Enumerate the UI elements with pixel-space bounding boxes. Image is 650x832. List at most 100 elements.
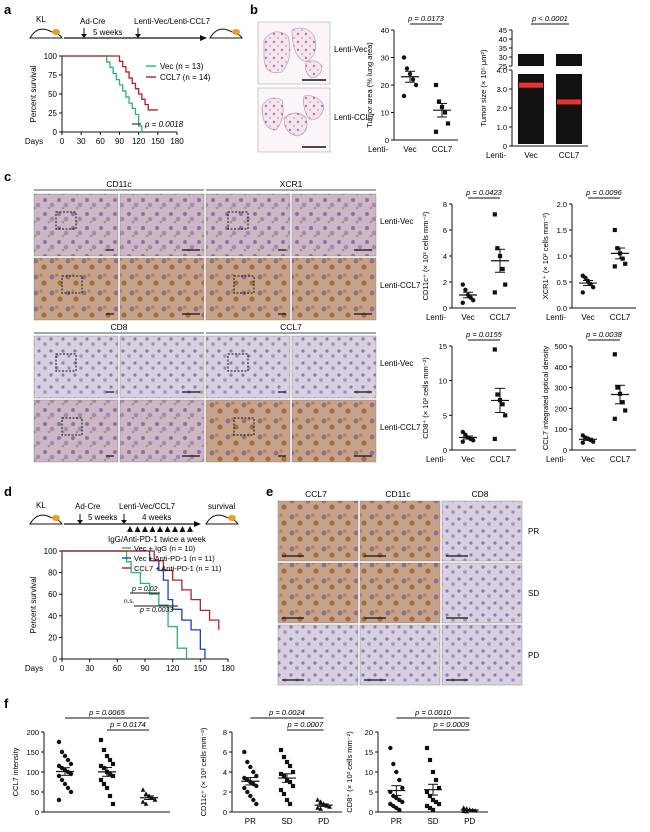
y-tick-label: 0.0 (557, 304, 567, 313)
panel-c-charts: 0 2 4 6 8 Vec CCL7 Lenti- CD11c⁺ (× 10³ cells mm… (421, 188, 636, 464)
column-header: CD8 (110, 322, 127, 332)
x-axis-label: Days (25, 664, 43, 673)
panel-d-schema: KL Ad-Cre 5 weeks Lenti-Vec/CCL7 4 weeks… (29, 501, 239, 544)
panel-a-schema: KL Ad-Cre 5 weeks Lenti-Vec/Lenti-CCL7 (29, 15, 243, 41)
x-tick-label: Vec (461, 313, 474, 322)
mouse-icon (29, 514, 63, 525)
data-point (612, 264, 617, 269)
zoom-region-box (55, 211, 77, 230)
x-tick-label: PD (318, 817, 329, 826)
y-tick-label: 0 (503, 142, 507, 151)
ihc-image (441, 562, 523, 624)
ihc-zoom-image (291, 335, 377, 399)
x-tick-label: 150 (151, 137, 165, 146)
y-tick-label: 30 (499, 53, 507, 62)
column-header: CD11c (385, 489, 411, 499)
dense-point-cloud (518, 54, 544, 66)
panel-f-letter: f (4, 696, 9, 711)
panel-b-tumor-area-chart: 0 10 20 30 40 Vec CCL7 Lenti- Tumor area (% lung… (365, 14, 458, 154)
x-tick-label: CCL7 (490, 455, 511, 464)
y-tick-label: 6 (223, 748, 227, 757)
row-label: Lenti-CCL7 (380, 423, 421, 432)
schema-lenti-label: Lenti-Vec/CCL7 (119, 502, 176, 511)
mouse-icon (205, 514, 239, 525)
column-header: XCR1 (280, 179, 303, 189)
data-point (65, 785, 71, 791)
data-point (400, 785, 405, 791)
row-label-lenti-ccl7: Lenti-CCL7 (334, 113, 375, 122)
y-tick-label: 3.0 (497, 85, 507, 94)
x-prefix-label: Lenti- (368, 145, 388, 154)
schema-weeks4-label: 4 weeks (142, 513, 171, 522)
data-point (623, 408, 628, 413)
data-point (242, 749, 247, 755)
schema-kl-label: KL (36, 501, 46, 510)
data-point (315, 797, 321, 802)
y-tick-label: 25 (48, 109, 57, 118)
data-point (503, 282, 508, 287)
data-point (401, 55, 407, 60)
data-point (315, 805, 321, 810)
data-point (492, 347, 497, 352)
row-label: Lenti-Vec (380, 217, 413, 226)
panel-c-ihc-images: CD11c XCR1 CD8 CCL7 Lenti-Vec Lenti-CCL7 Lenti… (33, 179, 421, 463)
dense-point-cloud (556, 74, 582, 144)
legend-label: CCL7 (n = 14) (160, 73, 211, 82)
data-point (254, 801, 259, 807)
x-tick-label: Vec (581, 313, 594, 322)
data-point (612, 352, 617, 357)
ihc-zoom-image (291, 399, 377, 463)
y-tick-label: 1.0 (497, 123, 507, 132)
ihc-image (359, 500, 441, 562)
y-tick-label: 20 (365, 728, 373, 737)
data-point (394, 769, 399, 775)
y-axis-label: CCL7 intensity (11, 747, 20, 796)
data-point (461, 808, 467, 813)
x-tick-label: 150 (194, 664, 208, 673)
x-tick-label: SD (281, 817, 292, 826)
data-point (245, 789, 250, 795)
x-tick-label: Vec (581, 455, 594, 464)
data-point (591, 285, 596, 290)
legend-label: Vec (n = 13) (160, 62, 204, 71)
data-point (460, 300, 465, 305)
x-tick-label: 0 (60, 664, 65, 673)
data-point (442, 110, 448, 115)
row-label: SD (528, 589, 539, 598)
data-point (242, 785, 247, 791)
data-point (433, 777, 439, 783)
zoom-region-box (55, 353, 77, 372)
data-point (251, 769, 256, 775)
data-point (110, 801, 116, 807)
y-tick-label: 10 (381, 109, 389, 118)
data-point (281, 791, 287, 797)
y-tick-label: 100 (44, 52, 58, 61)
row-label: Lenti-CCL7 (380, 281, 421, 290)
schema-adcre-label: Ad-Cre (75, 502, 101, 511)
x-tick-label: 90 (141, 664, 150, 673)
data-point (152, 797, 158, 802)
data-point (580, 290, 585, 295)
x-tick-label: 180 (170, 137, 184, 146)
data-point (68, 761, 74, 767)
y-tick-label: 1.5 (557, 226, 567, 235)
data-point (98, 763, 104, 769)
data-point (107, 793, 113, 799)
zoom-region-box (233, 275, 255, 294)
y-axis-label: Percent survival (29, 576, 38, 633)
column-header: CD11c (106, 179, 132, 189)
treatment-marker (187, 526, 193, 532)
y-tick-label: 4.0 (497, 66, 507, 75)
ihc-zoom-image (119, 193, 205, 257)
data-point (424, 803, 430, 809)
y-tick-label: 200 (26, 728, 39, 737)
data-point (281, 773, 287, 779)
y-axis-label: Percent survival (29, 65, 38, 122)
data-point (464, 809, 470, 814)
y-tick-label: 40 (499, 35, 507, 44)
panel-a-letter: a (4, 2, 12, 17)
x-tick-label: 180 (221, 664, 235, 673)
survival-curve (62, 550, 220, 630)
y-tick-label: 0.5 (557, 278, 567, 287)
